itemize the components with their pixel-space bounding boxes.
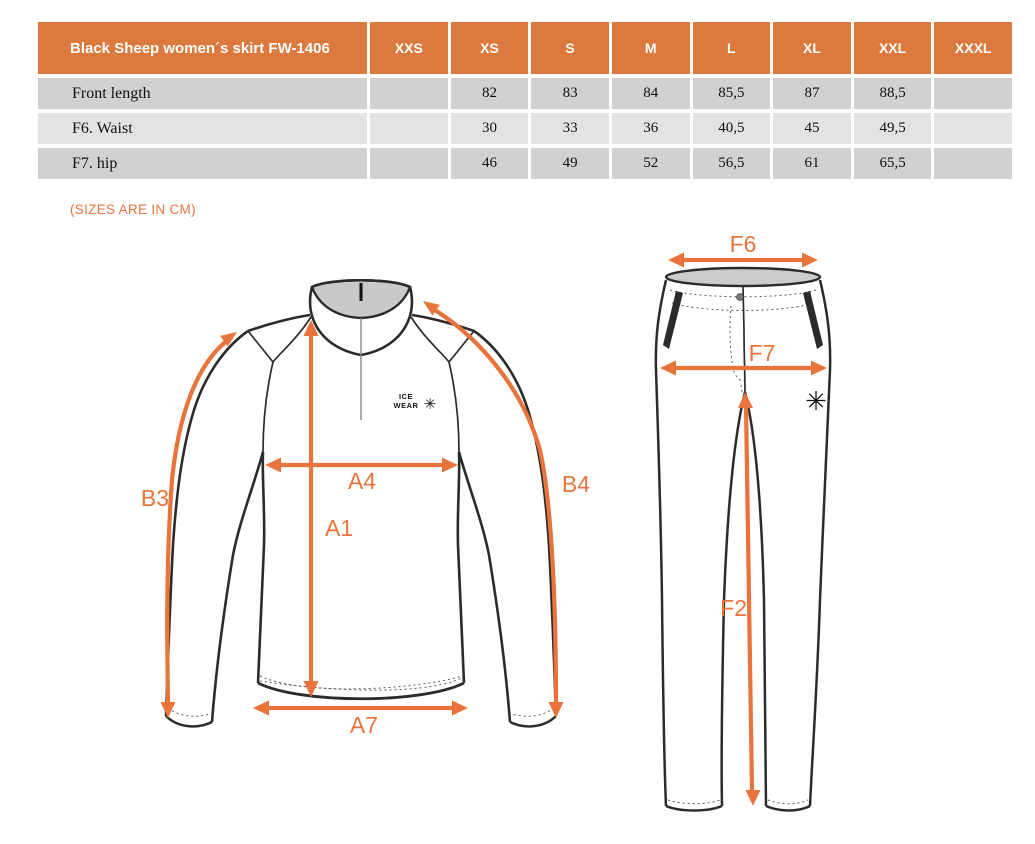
value-cell: 83 — [531, 78, 609, 109]
b4-arrow — [426, 304, 559, 703]
value-cell: 49 — [531, 148, 609, 179]
b3-arrow — [165, 335, 234, 703]
shirt-outline: ICE WEAR ✳ — [164, 279, 558, 728]
value-cell: 45 — [773, 113, 851, 144]
row-label-cell: F7. hip — [38, 148, 367, 179]
value-cell: 56,5 — [692, 148, 771, 179]
a4-label: A4 — [348, 468, 376, 494]
shirt-measurement-arrows: A4 A1 A7 B3 B4 — [141, 301, 590, 738]
f2-arrow — [743, 405, 755, 792]
value-cell: 88,5 — [853, 78, 932, 109]
size-column-header-l: L — [692, 22, 771, 74]
f2-label: F2 — [720, 595, 747, 621]
sizes-note: (SIZES ARE IN CM) — [70, 202, 196, 217]
logo-text-ice: ICE — [399, 392, 413, 401]
value-cell: 30 — [450, 113, 529, 144]
value-cell — [934, 148, 1012, 179]
value-cell — [370, 148, 448, 179]
value-cell: 65,5 — [853, 148, 932, 179]
size-column-header-xl: XL — [773, 22, 851, 74]
ice-wear-logo: ICE WEAR ✳ — [394, 392, 437, 413]
value-cell: 85,5 — [692, 78, 771, 109]
size-column-header-xxxl: XXXL — [934, 22, 1012, 74]
size-chart-table: Black Sheep women´s skirt FW-1406 XXS XS S M… — [38, 22, 1012, 179]
size-column-header-s: S — [531, 22, 609, 74]
value-cell: 61 — [773, 148, 851, 179]
pants-measurement-diagram: ✳ F6 F7 F2 — [654, 231, 832, 812]
a7-label: A7 — [350, 712, 378, 738]
value-cell: 49,5 — [853, 113, 932, 144]
value-cell: 36 — [611, 113, 690, 144]
b3-label: B3 — [141, 485, 169, 511]
b4-label: B4 — [562, 471, 590, 497]
snowflake-icon: ✳ — [805, 386, 827, 416]
row-label-cell: Front length — [38, 78, 367, 109]
snowflake-icon: ✳ — [424, 396, 437, 413]
value-cell — [370, 113, 448, 144]
value-cell: 87 — [773, 78, 851, 109]
value-cell: 40,5 — [692, 113, 771, 144]
left-pocket — [663, 291, 683, 349]
waist-button — [736, 293, 744, 301]
a1-label: A1 — [325, 515, 353, 541]
size-column-header-xxl: XXL — [853, 22, 932, 74]
right-pocket — [803, 291, 823, 349]
size-column-header-xs: XS — [450, 22, 529, 74]
waist-opening — [664, 266, 822, 288]
value-cell: 33 — [531, 113, 609, 144]
size-column-header-m: M — [611, 22, 690, 74]
shirt-measurement-diagram: ICE WEAR ✳ A4 A1 A7 B3 — [141, 279, 590, 738]
logo-text-wear: WEAR — [394, 401, 419, 410]
pants-measurement-arrows: F6 F7 F2 — [660, 231, 827, 806]
f7-label: F7 — [749, 340, 776, 366]
value-cell — [370, 78, 448, 109]
value-cell: 84 — [611, 78, 690, 109]
value-cell: 46 — [450, 148, 529, 179]
value-cell: 52 — [611, 148, 690, 179]
value-cell — [934, 78, 1012, 109]
value-cell: 82 — [450, 78, 529, 109]
row-label-cell: F6. Waist — [38, 113, 367, 144]
pants-outline: ✳ — [654, 266, 832, 812]
size-column-header-xxs: XXS — [370, 22, 448, 74]
f6-label: F6 — [730, 231, 757, 257]
table-title-cell: Black Sheep women´s skirt FW-1406 — [38, 22, 367, 74]
value-cell — [934, 113, 1012, 144]
